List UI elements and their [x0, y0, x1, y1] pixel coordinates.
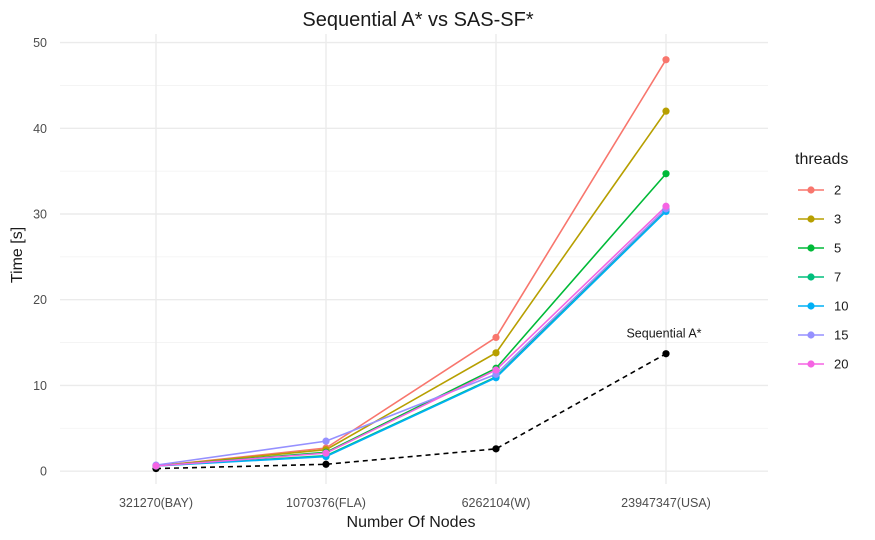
series-line-sequential: [155, 353, 667, 470]
y-tick-label: 0: [40, 465, 47, 479]
series-line-threads-15: [155, 208, 667, 466]
point-threads-3: [492, 349, 500, 357]
legend-key-point: [807, 186, 815, 194]
series-line-threads-10: [155, 210, 667, 467]
legend: threads 2 3 5 7 10 15 20: [795, 151, 848, 372]
legend-label: 2: [834, 183, 841, 198]
legend-key-point: [807, 244, 815, 252]
x-tick-label: 1070376(FLA): [286, 496, 366, 510]
x-axis-title: Number Of Nodes: [347, 514, 476, 531]
legend-key-point: [807, 331, 815, 339]
point-threads-5: [662, 170, 670, 178]
legend-label: 20: [834, 357, 848, 372]
legend-label: 15: [834, 328, 848, 343]
series-line-threads-3: [155, 110, 667, 467]
point-threads-20: [152, 462, 160, 470]
axis-ticks: 0 10 20 30 40 50 321270(BAY) 1070376(FLA) 626210…: [33, 36, 711, 510]
y-axis-title: Time [s]: [9, 227, 26, 283]
x-tick-label: 23947347(USA): [621, 496, 711, 510]
series-line-threads-5: [155, 173, 667, 467]
legend-key-point: [807, 273, 815, 281]
legend-label: 5: [834, 241, 841, 256]
series-lines: [155, 59, 667, 470]
point-threads-15: [322, 437, 330, 445]
y-tick-label: 30: [33, 208, 47, 222]
legend-key-point: [807, 302, 815, 310]
series-line-threads-2: [155, 59, 667, 467]
y-tick-label: 10: [33, 379, 47, 393]
y-tick-label: 50: [33, 36, 47, 50]
series-line-threads-7: [155, 209, 667, 467]
x-tick-label: 6262104(W): [462, 496, 531, 510]
x-tick-label: 321270(BAY): [119, 496, 193, 510]
point-threads-2: [662, 56, 670, 64]
grid: [60, 34, 768, 484]
point-sequential: [662, 350, 670, 358]
legend-label: 3: [834, 212, 841, 227]
data-points: [152, 56, 670, 473]
series-line-threads-20: [155, 205, 667, 467]
point-threads-20: [492, 366, 500, 374]
y-tick-label: 20: [33, 293, 47, 307]
legend-label: 7: [834, 270, 841, 285]
point-sequential: [492, 445, 500, 453]
legend-key-point: [807, 215, 815, 223]
legend-key-point: [807, 360, 815, 368]
y-tick-label: 40: [33, 122, 47, 136]
point-sequential: [322, 460, 330, 468]
legend-label: 10: [834, 299, 848, 314]
point-threads-3: [662, 107, 670, 115]
point-threads-20: [322, 449, 330, 457]
sequential-annotation: Sequential A*: [626, 327, 701, 341]
point-threads-2: [492, 333, 500, 342]
point-threads-20: [662, 202, 670, 210]
chart-title: Sequential A* vs SAS-SF*: [302, 9, 533, 31]
legend-title: threads: [795, 151, 848, 168]
